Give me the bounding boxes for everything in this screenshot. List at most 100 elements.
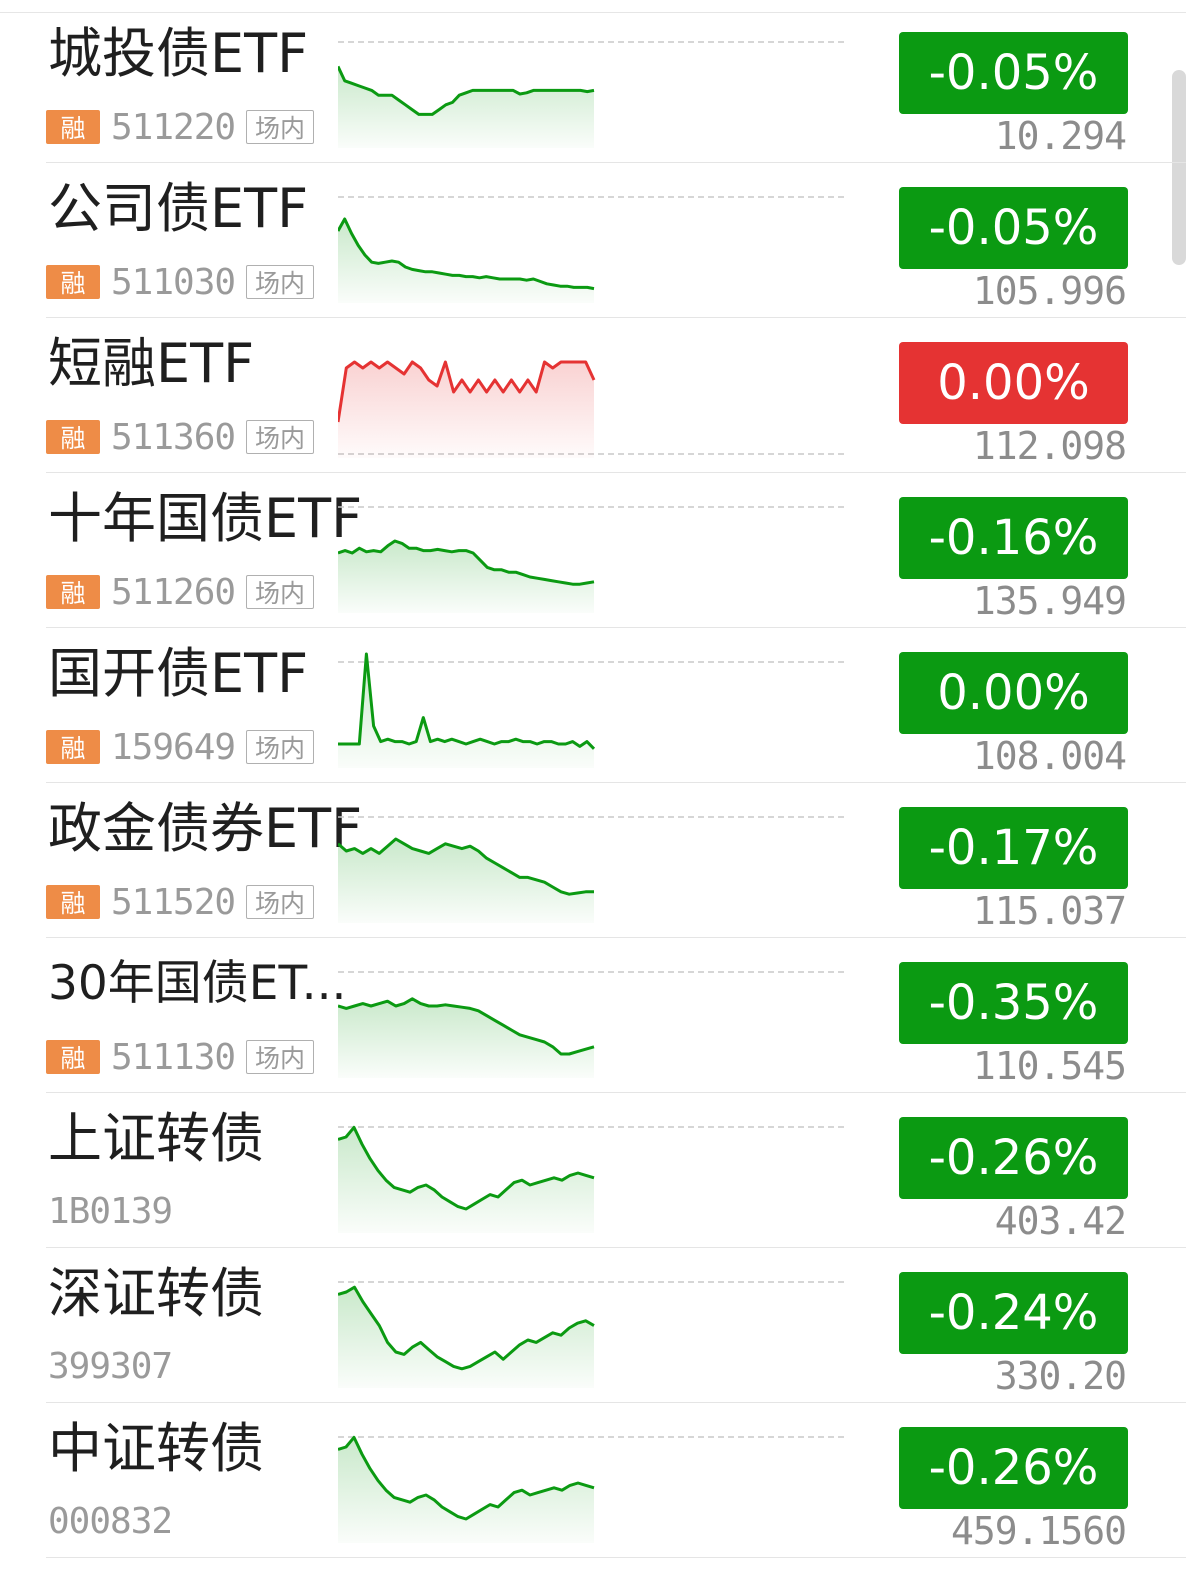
intraday-sparkline bbox=[338, 1435, 844, 1543]
fund-code: 511260 bbox=[111, 571, 236, 613]
scrollbar[interactable] bbox=[1172, 70, 1186, 265]
row-divider bbox=[46, 317, 1186, 318]
change-percent-badge[interactable]: 0.00% bbox=[899, 342, 1128, 424]
change-percent-badge[interactable]: -0.17% bbox=[899, 807, 1128, 889]
fund-code: 511220 bbox=[111, 106, 236, 148]
sparkline-line bbox=[338, 837, 594, 896]
fund-name: 上证转债 bbox=[48, 1107, 264, 1170]
row-divider bbox=[46, 1092, 1186, 1093]
fund-row[interactable]: 上证转债 1B0139 -0.26% 403.42 bbox=[0, 1093, 1186, 1248]
last-price: 105.996 bbox=[972, 269, 1127, 313]
sparkline-area bbox=[338, 654, 594, 768]
intraday-sparkline bbox=[338, 1281, 844, 1388]
fund-name: 深证转债 bbox=[48, 1262, 264, 1325]
index-code: 399307 bbox=[48, 1346, 173, 1387]
sparkline-line bbox=[338, 360, 596, 423]
fund-code: 511130 bbox=[111, 1036, 236, 1078]
sparkline-area bbox=[338, 1287, 594, 1388]
row-divider bbox=[46, 162, 1186, 163]
fund-code: 511360 bbox=[111, 416, 236, 458]
index-code: 000832 bbox=[48, 1501, 173, 1542]
fund-code: 159649 bbox=[111, 726, 236, 768]
fund-name: 30年国债ET... bbox=[48, 956, 347, 1011]
fund-row[interactable]: 深证转债 399307 -0.24% 330.20 bbox=[0, 1248, 1186, 1403]
fund-name: 城投债ETF bbox=[48, 22, 309, 85]
intraday-sparkline bbox=[338, 360, 844, 458]
fund-row[interactable]: 城投债ETF 融 511220 场内 -0.05% 10.294 bbox=[0, 8, 1186, 163]
fund-row[interactable]: 30年国债ET... 融 511130 场内 -0.35% 110.545 bbox=[0, 938, 1186, 1093]
exchange-traded-badge: 场内 bbox=[246, 265, 315, 299]
exchange-traded-badge: 场内 bbox=[246, 420, 315, 454]
change-percent-badge[interactable]: -0.05% bbox=[899, 32, 1128, 114]
index-code: 1B0139 bbox=[48, 1191, 173, 1232]
margin-trading-badge: 融 bbox=[46, 1040, 100, 1074]
intraday-sparkline bbox=[338, 196, 844, 303]
row-divider bbox=[46, 627, 1186, 628]
change-percent-badge[interactable]: -0.35% bbox=[899, 962, 1128, 1044]
sparkline-line bbox=[338, 1435, 595, 1521]
margin-trading-badge: 融 bbox=[46, 420, 100, 454]
row-divider bbox=[46, 1402, 1186, 1403]
margin-trading-badge: 融 bbox=[46, 885, 100, 919]
fund-name: 短融ETF bbox=[48, 332, 255, 395]
fund-tags: 融 511260 场内 bbox=[46, 571, 315, 613]
fund-name: 中证转债 bbox=[48, 1417, 264, 1480]
sparkline-line bbox=[338, 652, 596, 750]
sparkline-line bbox=[338, 539, 595, 586]
exchange-traded-badge: 场内 bbox=[246, 885, 315, 919]
intraday-sparkline bbox=[338, 652, 844, 768]
fund-name: 公司债ETF bbox=[48, 177, 309, 240]
last-price: 330.20 bbox=[994, 1354, 1127, 1398]
exchange-traded-badge: 场内 bbox=[246, 110, 315, 144]
fund-row[interactable]: 中证转债 000832 -0.26% 459.1560 bbox=[0, 1403, 1186, 1558]
intraday-sparkline bbox=[338, 816, 844, 923]
change-percent-badge[interactable]: -0.24% bbox=[899, 1272, 1128, 1354]
top-divider bbox=[0, 12, 1186, 13]
row-divider bbox=[46, 937, 1186, 938]
sparkline-area bbox=[338, 839, 594, 923]
sparkline-line bbox=[338, 65, 595, 116]
sparkline-area bbox=[338, 362, 594, 458]
margin-trading-badge: 融 bbox=[46, 265, 100, 299]
fund-row[interactable]: 国开债ETF 融 159649 场内 0.00% 108.004 bbox=[0, 628, 1186, 783]
exchange-traded-badge: 场内 bbox=[246, 575, 315, 609]
last-price: 110.545 bbox=[972, 1044, 1127, 1088]
sparkline-area bbox=[338, 998, 594, 1078]
fund-tags: 融 511030 场内 bbox=[46, 261, 315, 303]
last-price: 10.294 bbox=[994, 114, 1127, 158]
fund-row[interactable]: 十年国债ETF 融 511260 场内 -0.16% 135.949 bbox=[0, 473, 1186, 628]
exchange-traded-badge: 场内 bbox=[246, 1040, 315, 1074]
intraday-sparkline bbox=[338, 971, 844, 1078]
change-percent-badge[interactable]: 0.00% bbox=[899, 652, 1128, 734]
fund-code: 511520 bbox=[111, 881, 236, 923]
fund-name: 国开债ETF bbox=[48, 642, 309, 705]
last-price: 135.949 bbox=[972, 579, 1127, 623]
sparkline-area bbox=[338, 1437, 594, 1543]
last-price: 112.098 bbox=[972, 424, 1127, 468]
fund-tags: 融 159649 场内 bbox=[46, 726, 315, 768]
fund-code: 511030 bbox=[111, 261, 236, 303]
row-divider bbox=[46, 1247, 1186, 1248]
change-percent-badge[interactable]: -0.05% bbox=[899, 187, 1128, 269]
fund-row[interactable]: 政金债券ETF 融 511520 场内 -0.17% 115.037 bbox=[0, 783, 1186, 938]
fund-row[interactable]: 公司债ETF 融 511030 场内 -0.05% 105.996 bbox=[0, 163, 1186, 318]
change-percent-badge[interactable]: -0.26% bbox=[899, 1427, 1128, 1509]
fund-tags: 融 511520 场内 bbox=[46, 881, 315, 923]
fund-row[interactable]: 短融ETF 融 511360 场内 0.00% 112.098 bbox=[0, 318, 1186, 473]
sparkline-line bbox=[338, 997, 595, 1056]
fund-name: 十年国债ETF bbox=[48, 487, 363, 550]
sparkline-area bbox=[338, 66, 594, 148]
intraday-sparkline bbox=[338, 506, 844, 613]
sparkline-area bbox=[338, 219, 594, 303]
change-percent-badge[interactable]: -0.26% bbox=[899, 1117, 1128, 1199]
fund-tags: 融 511360 场内 bbox=[46, 416, 315, 458]
last-price: 108.004 bbox=[972, 734, 1127, 778]
change-percent-badge[interactable]: -0.16% bbox=[899, 497, 1128, 579]
sparkline-line bbox=[338, 1125, 595, 1211]
margin-trading-badge: 融 bbox=[46, 110, 100, 144]
last-price: 115.037 bbox=[972, 889, 1127, 933]
intraday-sparkline bbox=[338, 41, 844, 148]
row-divider bbox=[46, 472, 1186, 473]
sparkline-area bbox=[338, 1127, 594, 1233]
fund-name: 政金债券ETF bbox=[48, 797, 363, 860]
